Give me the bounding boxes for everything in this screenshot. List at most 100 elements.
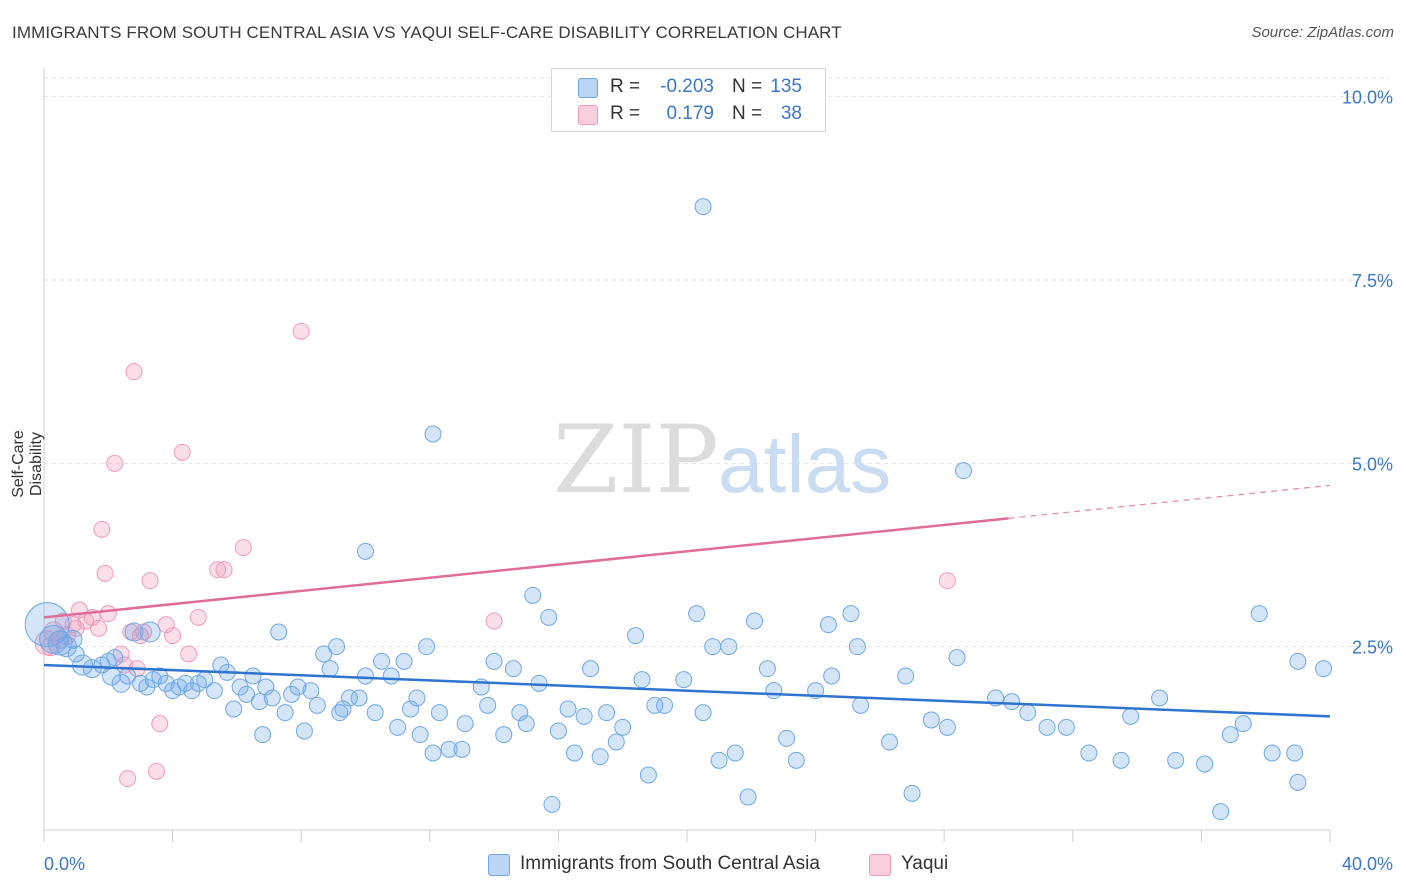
immigrants-point (411, 726, 429, 744)
immigrants-point (746, 612, 764, 630)
yaqui-points (34, 322, 956, 788)
immigrants-point (1286, 744, 1304, 762)
immigrants-point (655, 696, 673, 714)
immigrants-point (897, 667, 915, 685)
yaqui-point (234, 539, 252, 557)
immigrants-point (366, 704, 384, 722)
immigrants-point (565, 744, 583, 762)
immigrants-point (938, 718, 956, 736)
immigrants-point (823, 667, 841, 685)
immigrants-point (263, 689, 281, 707)
immigrants-point (1038, 718, 1056, 736)
immigrants-point (124, 622, 144, 642)
immigrants-point (540, 608, 558, 626)
immigrants-point (710, 751, 728, 769)
x-tick-label: 0.0% (44, 854, 85, 874)
yaqui-point (164, 627, 182, 645)
immigrants-point (922, 711, 940, 729)
yaqui-point (173, 443, 191, 461)
yaqui-point (148, 762, 166, 780)
tick-labels: 2.5% 5.0% 7.5% 10.0% 0.0% 40.0% (44, 88, 1393, 874)
immigrants-point (139, 621, 161, 643)
immigrants-point (63, 629, 83, 649)
immigrants-point (1122, 707, 1140, 725)
immigrants-point (315, 645, 333, 663)
yaqui-point (90, 619, 108, 637)
legend-swatch-pink (578, 105, 598, 125)
watermark-atlas: atlas (718, 419, 891, 510)
immigrants-point (176, 674, 194, 692)
immigrants-point (1167, 751, 1185, 769)
immigrants-point (1221, 726, 1239, 744)
bottom-legend-label: Immigrants from South Central Asia (520, 853, 820, 874)
immigrants-point (591, 748, 609, 766)
legend-r-value: -0.203 (660, 76, 714, 97)
immigrants-point (205, 682, 223, 700)
immigrants-point (694, 704, 712, 722)
immigrants-point (321, 660, 339, 678)
yaqui-point (141, 572, 159, 590)
immigrants-point (1289, 773, 1307, 791)
legend-n-label: N = (732, 103, 763, 124)
yaqui-point (157, 616, 175, 634)
immigrants-point (819, 616, 837, 634)
immigrants-point (948, 649, 966, 667)
immigrants-point (633, 671, 651, 689)
immigrants-point (495, 726, 513, 744)
axes (43, 68, 1331, 842)
immigrants-point (1212, 803, 1230, 821)
immigrants-point (881, 733, 899, 751)
legend-r-label: R = (610, 103, 641, 124)
yaqui-point (125, 363, 143, 381)
legend-swatch-blue (578, 78, 598, 98)
immigrants-trendline (43, 663, 1331, 718)
immigrants-point (848, 638, 866, 656)
immigrants-point (1080, 744, 1098, 762)
immigrants-point (704, 638, 722, 656)
immigrants-point (157, 674, 175, 692)
legend-n-value: 135 (770, 76, 802, 97)
yaqui-point (67, 619, 85, 637)
immigrants-point (456, 715, 474, 733)
immigrants-point (340, 689, 358, 707)
immigrants-point (903, 784, 921, 802)
watermark-zip: ZIP (553, 406, 719, 515)
immigrants-point (1151, 689, 1169, 707)
yaqui-point (189, 608, 207, 626)
immigrants-point (504, 660, 522, 678)
immigrants-point (357, 542, 374, 560)
yaqui-point (151, 715, 169, 733)
immigrants-point (1263, 744, 1281, 762)
watermark: ZIP atlas (553, 406, 891, 515)
immigrants-point (479, 696, 497, 714)
correlation-legend: R = -0.203 N = 135 R = 0.179 N = 38 (551, 68, 826, 132)
immigrants-point (787, 751, 805, 769)
immigrants-point (517, 715, 535, 733)
yaqui-point (215, 561, 233, 579)
yaqui-trendline (43, 517, 1009, 619)
bottom-legend-swatch-blue (488, 854, 510, 876)
immigrants-point (726, 744, 744, 762)
yaqui-point (106, 454, 124, 472)
y-tick-label: 2.5% (1352, 638, 1393, 658)
immigrants-point (778, 729, 796, 747)
immigrants-point (408, 689, 426, 707)
yaqui-point (485, 612, 503, 630)
immigrants-point (238, 685, 256, 703)
immigrants-point (225, 700, 243, 718)
legend-r-value: 0.179 (666, 103, 714, 124)
yaqui-point (119, 770, 137, 788)
yaqui-point (93, 520, 111, 538)
yaqui-point (99, 605, 117, 623)
immigrants-point (1112, 751, 1130, 769)
immigrants-point (373, 652, 391, 670)
immigrants-point (244, 667, 262, 685)
immigrants-point (295, 722, 313, 740)
immigrants-point (1289, 652, 1307, 670)
immigrants-point (151, 667, 169, 685)
immigrants-point (389, 718, 407, 736)
immigrants-point (607, 733, 625, 751)
immigrants-point (357, 667, 374, 685)
immigrants-point (106, 649, 124, 667)
immigrants-point (138, 678, 156, 696)
